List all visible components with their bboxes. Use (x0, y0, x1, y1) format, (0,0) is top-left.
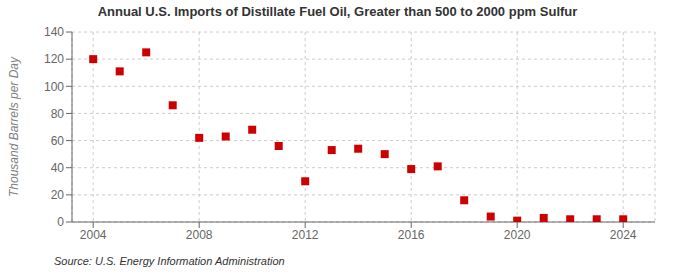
svg-text:2024: 2024 (610, 228, 637, 242)
svg-text:Thousand Barrels per Day: Thousand Barrels per Day (8, 56, 21, 197)
svg-text:2012: 2012 (292, 228, 319, 242)
html-text:Source: U.S. Energy Informatio: Source: U.S. Energy Information Administ… (54, 255, 285, 267)
svg-text:60: 60 (51, 134, 65, 148)
svg-text:100: 100 (44, 80, 64, 94)
html-text:Annual U.S. Imports of Distill: Annual U.S. Imports of Distillate Fuel O… (97, 4, 578, 19)
svg-text:140: 140 (44, 25, 64, 39)
svg-text:2016: 2016 (398, 228, 425, 242)
svg-text:2004: 2004 (80, 228, 107, 242)
svg-text:2008: 2008 (186, 228, 213, 242)
svg-text:120: 120 (44, 52, 64, 66)
svg-text:2020: 2020 (504, 228, 531, 242)
svg-text:40: 40 (51, 161, 65, 175)
svg-text:0: 0 (57, 215, 64, 229)
svg-text:20: 20 (51, 188, 65, 202)
svg-text:80: 80 (51, 107, 65, 121)
